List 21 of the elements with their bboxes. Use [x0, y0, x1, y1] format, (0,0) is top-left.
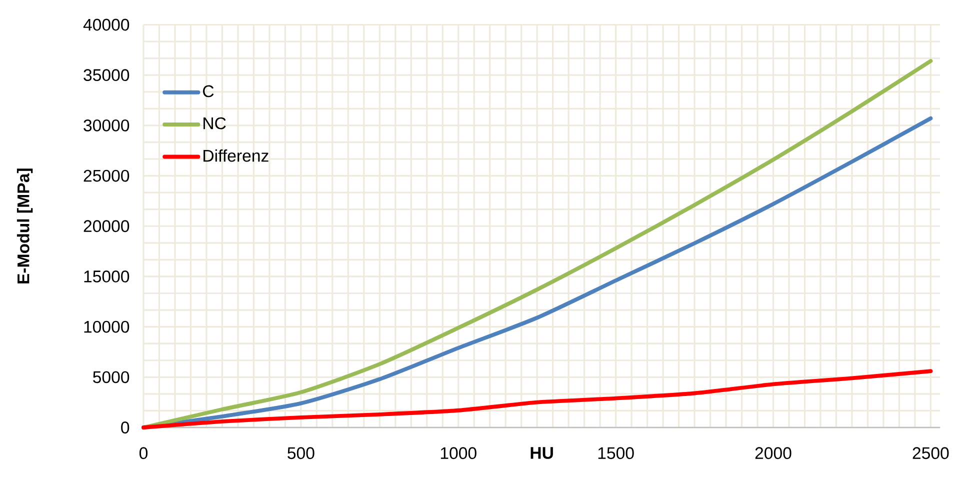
- y-tick-label: 40000: [83, 18, 130, 31]
- y-tick-label: 35000: [84, 69, 130, 82]
- x-tick-label: 2500: [912, 447, 949, 460]
- y-axis-title: E-Modul [MPa]: [16, 168, 33, 284]
- y-tick-label: 10000: [84, 320, 130, 333]
- y-tick-label: 30000: [84, 119, 130, 132]
- legend-label: C: [203, 85, 214, 98]
- y-tick-label: 25000: [84, 170, 130, 182]
- x-axis-title: HU: [530, 447, 553, 459]
- x-tick-label: 500: [288, 447, 314, 460]
- x-tick-label: 2000: [755, 447, 792, 460]
- x-tick-label: 1500: [598, 447, 634, 460]
- y-tick-label: 0: [121, 422, 130, 434]
- y-tick-label: 20000: [84, 220, 130, 232]
- y-tick-label: 15000: [84, 270, 130, 282]
- x-tick-label: 1000: [440, 447, 476, 460]
- y-tick-label: 5000: [93, 371, 130, 384]
- line-series: [142, 369, 933, 430]
- x-tick-label: 0: [139, 447, 148, 460]
- legend-label: Differenz: [204, 149, 268, 162]
- legend-label: NC: [204, 117, 226, 130]
